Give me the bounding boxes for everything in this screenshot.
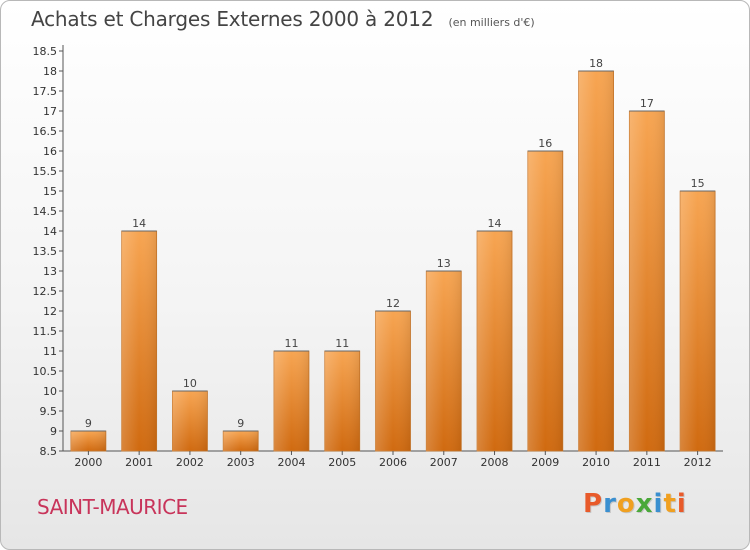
x-tick-label-2010: 2010 bbox=[582, 456, 610, 469]
y-tick-label: 15.5 bbox=[33, 165, 58, 178]
bar-shine bbox=[70, 431, 106, 451]
bar-shine bbox=[680, 191, 716, 451]
y-tick-label: 11 bbox=[43, 345, 57, 358]
y-tick-label: 12.5 bbox=[33, 285, 58, 298]
bar-shine bbox=[426, 271, 462, 451]
y-tick-label: 12 bbox=[43, 305, 57, 318]
y-tick-label: 13.5 bbox=[33, 245, 58, 258]
brand-letter: r bbox=[603, 489, 617, 519]
value-label-2005: 11 bbox=[335, 337, 349, 350]
value-label-2001: 14 bbox=[132, 217, 146, 230]
x-tick-label-2007: 2007 bbox=[430, 456, 458, 469]
y-tick-label: 18.5 bbox=[33, 45, 58, 58]
x-tick-label-2006: 2006 bbox=[379, 456, 407, 469]
bar-shine bbox=[375, 311, 411, 451]
value-label-2006: 12 bbox=[386, 297, 400, 310]
bar-shine bbox=[172, 391, 208, 451]
value-label-2011: 17 bbox=[640, 97, 654, 110]
y-tick-label: 10.5 bbox=[33, 365, 58, 378]
bar-shine bbox=[273, 351, 309, 451]
y-tick-label: 11.5 bbox=[33, 325, 58, 338]
value-label-2000: 9 bbox=[85, 417, 92, 430]
value-label-2012: 15 bbox=[691, 177, 705, 190]
value-label-2003: 9 bbox=[237, 417, 244, 430]
x-tick-label-2004: 2004 bbox=[277, 456, 305, 469]
bar-shine bbox=[477, 231, 513, 451]
value-label-2010: 18 bbox=[589, 57, 603, 70]
y-tick-label: 13 bbox=[43, 265, 57, 278]
y-tick-label: 16 bbox=[43, 145, 57, 158]
brand-letter: t bbox=[663, 489, 677, 519]
bar-shine bbox=[324, 351, 360, 451]
y-tick-label: 10 bbox=[43, 385, 57, 398]
x-tick-label-2009: 2009 bbox=[531, 456, 559, 469]
brand-letter: i bbox=[676, 489, 687, 519]
chart-title: Achats et Charges Externes 2000 à 2012 bbox=[31, 7, 434, 31]
value-label-2008: 14 bbox=[488, 217, 502, 230]
bar-shine bbox=[629, 111, 665, 451]
x-tick-label-2001: 2001 bbox=[125, 456, 153, 469]
brand-letter: i bbox=[653, 489, 664, 519]
value-label-2004: 11 bbox=[284, 337, 298, 350]
y-tick-label: 9.5 bbox=[40, 405, 58, 418]
brand-letter: P bbox=[583, 489, 604, 519]
y-tick-label: 18 bbox=[43, 65, 57, 78]
bar-shine bbox=[121, 231, 157, 451]
x-tick-label-2011: 2011 bbox=[633, 456, 661, 469]
brand-letter: o bbox=[616, 489, 636, 519]
value-label-2002: 10 bbox=[183, 377, 197, 390]
x-tick-label-2012: 2012 bbox=[684, 456, 712, 469]
x-tick-label-2000: 2000 bbox=[74, 456, 102, 469]
x-tick-label-2005: 2005 bbox=[328, 456, 356, 469]
y-tick-label: 8.5 bbox=[40, 445, 58, 458]
chart-subtitle: (en milliers d'€) bbox=[448, 16, 535, 29]
y-tick-label: 17 bbox=[43, 105, 57, 118]
x-tick-label-2002: 2002 bbox=[176, 456, 204, 469]
y-tick-label: 15 bbox=[43, 185, 57, 198]
value-label-2009: 16 bbox=[538, 137, 552, 150]
y-tick-label: 17.5 bbox=[33, 85, 58, 98]
value-label-2007: 13 bbox=[437, 257, 451, 270]
x-tick-label-2003: 2003 bbox=[227, 456, 255, 469]
y-tick-label: 16.5 bbox=[33, 125, 58, 138]
y-tick-label: 9 bbox=[50, 425, 57, 438]
x-tick-label-2008: 2008 bbox=[481, 456, 509, 469]
brand-letter: x bbox=[635, 489, 654, 519]
bar-shine bbox=[527, 151, 563, 451]
y-tick-label: 14 bbox=[43, 225, 57, 238]
location-name: SAINT-MAURICE bbox=[37, 495, 188, 519]
chart-title-row: Achats et Charges Externes 2000 à 2012 (… bbox=[31, 7, 535, 31]
y-tick-label: 14.5 bbox=[33, 205, 58, 218]
proxiti-logo: Proxiti bbox=[583, 489, 687, 519]
bar-shine bbox=[223, 431, 259, 451]
bar-shine bbox=[578, 71, 614, 451]
